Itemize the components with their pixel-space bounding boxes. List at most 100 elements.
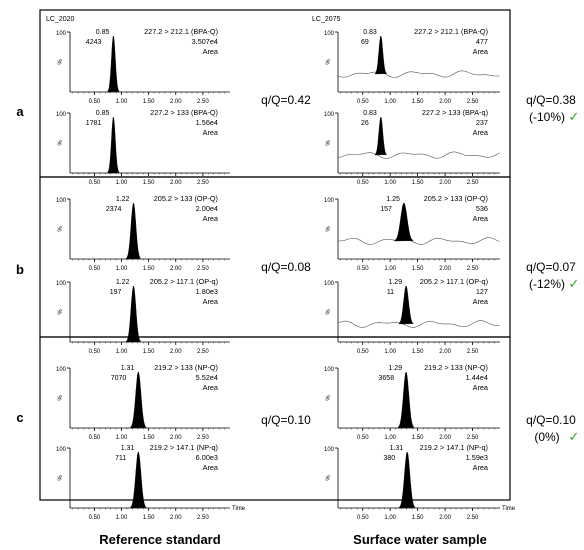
y-axis-label: % (58, 226, 64, 232)
footer-surface: Surface water sample (353, 532, 487, 547)
x-tick-label: 1.50 (143, 266, 155, 272)
check-icon: ✓ (569, 429, 580, 444)
x-tick-label: 2.50 (467, 266, 479, 272)
x-tick-label: 2.50 (197, 99, 209, 105)
y-axis-label: % (326, 309, 332, 315)
retention-time: 1.29 (388, 365, 402, 372)
ratio-sample-b: q/Q=0.07 (526, 260, 576, 274)
area-value: 1.44e4 (466, 373, 488, 382)
x-tick-label: 1.00 (116, 180, 128, 186)
x-tick-label: 1.50 (143, 435, 155, 441)
x-tick-label: 1.50 (143, 515, 155, 521)
area-value: 2.00e4 (196, 204, 218, 213)
area-value: 1.80e3 (196, 287, 218, 296)
x-tick-label: 1.00 (384, 266, 396, 272)
y-tick-label: 100 (56, 367, 67, 373)
chromatogram-b-sw-q: 100% 0.50 1.00 1.50 2.00 2.50 1.25 157 205.2 > 1… (324, 194, 500, 272)
area-label: Area (203, 463, 219, 472)
area-label: Area (473, 383, 489, 392)
x-tick-label: 1.00 (384, 180, 396, 186)
ratio-reference-a: q/Q=0.42 (261, 93, 311, 107)
noise-trace (337, 151, 500, 159)
y-tick-label: 100 (56, 31, 67, 37)
peak (107, 116, 120, 174)
x-tick-label: 0.50 (357, 180, 369, 186)
peak-height: 2374 (106, 206, 122, 213)
area-value: 477 (476, 37, 488, 46)
x-tick-label: 1.50 (143, 180, 155, 186)
area-value: 127 (476, 287, 488, 296)
x-tick-label: 2.50 (467, 435, 479, 441)
retention-time: 1.22 (116, 196, 130, 203)
transition-label: 219.2 > 133 (NP-Q) (424, 363, 488, 372)
area-label: Area (473, 214, 489, 223)
transition-label: 219.2 > 147.1 (NP-q) (420, 443, 488, 452)
peak (398, 285, 415, 325)
y-axis-label: % (326, 395, 332, 401)
footer-reference: Reference standard (99, 532, 220, 547)
ratio-delta-c: (0%) (534, 430, 559, 444)
retention-time: 0.83 (363, 110, 377, 117)
x-tick-label: 2.00 (439, 435, 451, 441)
chromatogram-c-ref-qq: 100% 0.50 1.00 1.50 2.00 2.50 Time 1.31 711 219.2… (56, 443, 246, 521)
chromatogram-c-ref-q: 100% 0.50 1.00 1.50 2.00 2.50 1.31 7070 219.2 > … (56, 363, 230, 441)
peak-height: 711 (115, 455, 126, 462)
x-tick-label: 0.50 (89, 99, 101, 105)
y-axis-label: % (58, 475, 64, 481)
area-value: 536 (476, 204, 488, 213)
x-tick-label: 1.50 (412, 180, 424, 186)
peak (107, 35, 120, 93)
x-tick-label: 2.00 (170, 515, 182, 521)
x-tick-label: 0.50 (89, 435, 101, 441)
x-tick-label: 1.00 (384, 349, 396, 355)
peak-height: 69 (361, 39, 369, 46)
y-tick-label: 100 (324, 447, 335, 453)
transition-label: 227.2 > 212.1 (BPA-Q) (414, 27, 488, 36)
x-tick-label: 1.00 (116, 99, 128, 105)
panel-frame-c (39, 336, 511, 501)
x-tick-label: 2.00 (170, 99, 182, 105)
panel-letter-c: c (16, 410, 23, 425)
y-tick-label: 100 (56, 112, 67, 118)
peak-height: 380 (384, 455, 396, 462)
peak (398, 451, 416, 509)
x-tick-label: 1.50 (412, 515, 424, 521)
peak-height: 7070 (111, 375, 127, 382)
x-axis-title: Time (502, 506, 516, 512)
chromatogram-a-ref-qq: 100% 0.50 1.00 1.50 2.00 2.50 0.85 1781 227.2 > … (56, 108, 230, 186)
x-tick-label: 0.50 (357, 515, 369, 521)
chromatogram-a-ref-q: 100% 0.50 1.00 1.50 2.00 2.50 0.85 4243 227.2 > … (56, 27, 230, 105)
sample-id-surface: LC_2075 (312, 16, 341, 23)
x-tick-label: 2.50 (197, 349, 209, 355)
ratio-reference-c: q/Q=0.10 (261, 413, 311, 427)
peak-height: 157 (380, 206, 392, 213)
panel-letter-b: b (16, 262, 24, 277)
peak (374, 35, 388, 75)
area-label: Area (473, 47, 489, 56)
x-tick-label: 0.50 (89, 180, 101, 186)
peak (397, 371, 415, 429)
x-tick-label: 2.00 (439, 515, 451, 521)
noise-trace (337, 70, 500, 78)
x-tick-label: 2.50 (197, 435, 209, 441)
peak (126, 285, 142, 343)
y-axis-label: % (58, 59, 64, 65)
x-tick-label: 1.00 (116, 435, 128, 441)
x-tick-label: 2.50 (467, 180, 479, 186)
retention-time: 1.31 (390, 445, 404, 452)
x-tick-label: 2.00 (439, 99, 451, 105)
area-value: 5.52e4 (196, 373, 218, 382)
area-value: 1.59e3 (466, 453, 488, 462)
transition-label: 227.2 > 133 (BPA-q) (422, 108, 488, 117)
transition-label: 219.2 > 147.1 (NP-q) (150, 443, 218, 452)
area-label: Area (473, 463, 489, 472)
y-axis-label: % (326, 475, 332, 481)
x-tick-label: 2.50 (467, 349, 479, 355)
y-tick-label: 100 (56, 198, 67, 204)
peak-height: 1781 (86, 120, 102, 127)
chromatogram-b-sw-qq: 100% 0.50 1.00 1.50 2.00 2.50 1.29 11 205.2 > 11… (324, 277, 500, 355)
panel-letter-a: a (16, 104, 24, 119)
x-tick-label: 2.50 (197, 180, 209, 186)
chromatogram-a-sw-qq: 100% 0.50 1.00 1.50 2.00 2.50 0.83 26 227.2 > 13… (324, 108, 500, 186)
